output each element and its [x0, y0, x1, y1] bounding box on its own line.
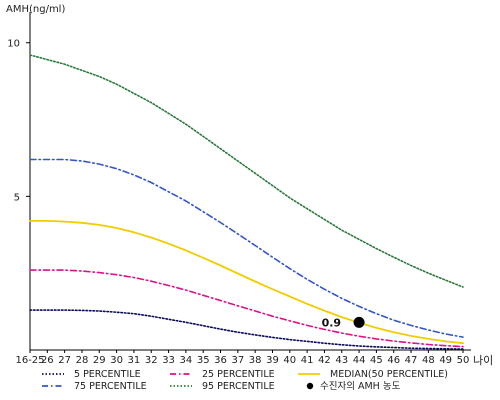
legend-entry: 수진자의 AMH 농도: [320, 381, 401, 392]
x-tick-label: 40: [283, 355, 296, 366]
x-tick-label: 16-25: [15, 355, 44, 366]
y-tick-label: 10: [7, 39, 20, 50]
x-tick-label: 47: [405, 355, 418, 366]
x-tick-label: 27: [58, 355, 71, 366]
x-tick-label: 32: [145, 355, 158, 366]
x-tick-label: 38: [249, 355, 262, 366]
series-line: [29, 219, 464, 345]
x-tick-label: 39: [266, 355, 279, 366]
x-tick-label: 46: [387, 355, 400, 366]
series-line: [29, 54, 464, 288]
x-tick-label: 43: [335, 355, 348, 366]
x-tick-label: 29: [93, 355, 106, 366]
legend-entry: 25 PERCENTILE: [202, 369, 275, 380]
legend-entry: 5 PERCENTILE: [74, 369, 141, 380]
series-line: [29, 309, 464, 350]
x-tick-label: 49: [439, 355, 452, 366]
x-tick-label: 37: [231, 355, 244, 366]
x-tick-label: 44: [353, 355, 366, 366]
x-tick-label: 35: [197, 355, 210, 366]
y-axis-label: AMH(ng/ml): [6, 4, 65, 15]
y-tick-label: 5: [14, 192, 20, 203]
x-tick-label: 42: [318, 355, 331, 366]
amh-marker-point: [353, 316, 365, 328]
amh-marker-label: 0.9: [322, 316, 342, 329]
series-layer: [29, 54, 464, 350]
legend-entry: 75 PERCENTILE: [74, 381, 147, 392]
x-tick-label: 41: [301, 355, 314, 366]
series-line: [29, 269, 464, 348]
legend-marker-swatch: [306, 382, 314, 390]
x-tick-label: 33: [162, 355, 175, 366]
x-tick-label: 31: [128, 355, 141, 366]
legend-entry: MEDIAN(50 PERCENTILE): [330, 369, 448, 380]
legend-entry: 95 PERCENTILE: [202, 381, 275, 392]
x-tick-label: 48: [422, 355, 435, 366]
x-tick-label: 26: [41, 355, 54, 366]
x-tick-label: 30: [110, 355, 123, 366]
x-tick-label: 36: [214, 355, 227, 366]
marker-layer: 0.9: [322, 316, 365, 329]
x-axis-label: 나이: [473, 354, 493, 367]
x-tick-label: 50: [457, 355, 470, 366]
x-tick-label: 45: [370, 355, 383, 366]
x-tick-label: 28: [76, 355, 89, 366]
x-tick-label: 34: [180, 355, 193, 366]
series-line: [29, 158, 464, 338]
